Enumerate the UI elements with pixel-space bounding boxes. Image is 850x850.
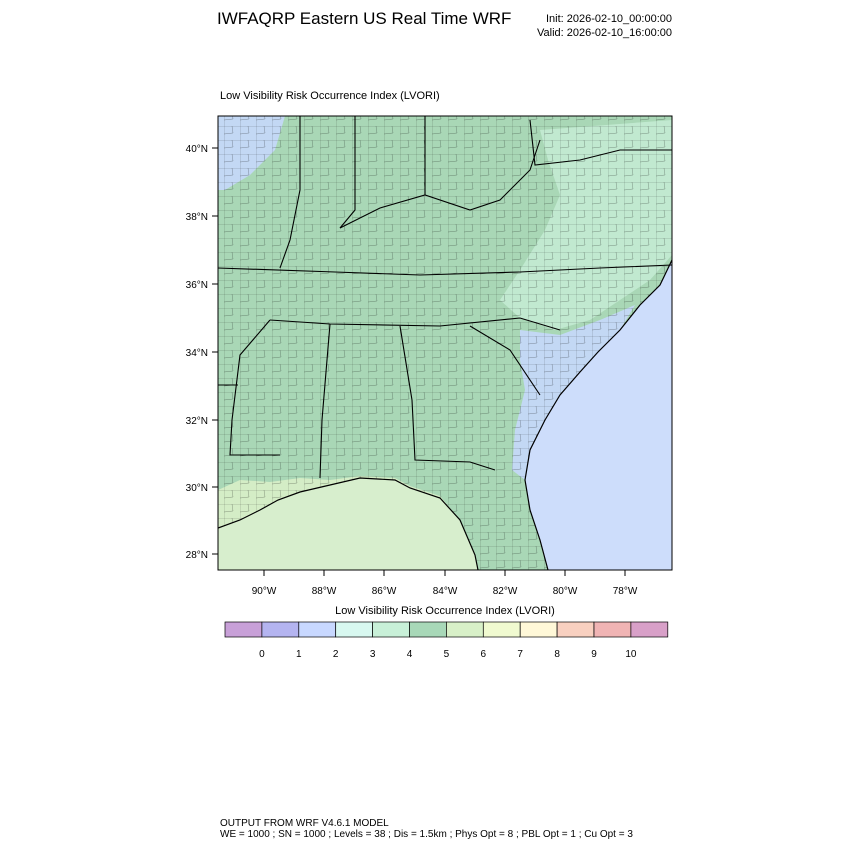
colorbar-label: 3 xyxy=(370,649,376,660)
colorbar-swatch xyxy=(446,621,484,638)
lat-label-30n: 30°N xyxy=(186,483,208,494)
colorbar-swatch xyxy=(335,621,373,638)
colorbar-swatch xyxy=(519,621,558,638)
colorbar-swatch xyxy=(372,621,410,638)
colorbar-title: Low Visibility Risk Occurrence Index (LV… xyxy=(335,605,555,617)
colorbar-label: 6 xyxy=(481,649,487,660)
colorbar-label: 10 xyxy=(625,649,637,660)
coastline xyxy=(218,259,672,570)
colorbar-label: 4 xyxy=(407,649,413,660)
state-boundaries xyxy=(218,116,672,479)
latitude-axis: 40°N 38°N 36°N 34°N 32°N 30°N 28°N xyxy=(186,144,218,561)
map-field xyxy=(218,116,672,570)
pa-border xyxy=(529,119,672,166)
init-time: Init: 2026-02-10_00:00:00 xyxy=(546,13,672,25)
ga-sc-border xyxy=(469,325,541,396)
colorbar-swatch xyxy=(224,621,263,638)
lon-label-84w: 84°W xyxy=(433,586,458,597)
ohio-river xyxy=(339,139,541,229)
colorbar-swatch xyxy=(556,621,595,638)
county-lines xyxy=(218,116,672,570)
gulf-coast-area xyxy=(218,476,478,570)
colorbar-label: 0 xyxy=(259,649,265,660)
footer-model-line: OUTPUT FROM WRF V4.6.1 MODEL xyxy=(220,818,389,829)
lat-label-32n: 32°N xyxy=(186,416,208,427)
lat-label-40n: 40°N xyxy=(186,144,208,155)
longitude-axis: 90°W 88°W 86°W 84°W 82°W 80°W 78°W xyxy=(252,570,638,597)
colorbar-label: 9 xyxy=(591,649,597,660)
colorbar-swatch xyxy=(261,621,300,638)
lat-label-38n: 38°N xyxy=(186,212,208,223)
colorbar-swatch xyxy=(630,621,669,638)
footer-config-line: WE = 1000 ; SN = 1000 ; Levels = 38 ; Di… xyxy=(220,829,633,840)
colorbar-label: 8 xyxy=(554,649,560,660)
lon-label-86w: 86°W xyxy=(372,586,397,597)
lon-label-90w: 90°W xyxy=(252,586,277,597)
colorbar-swatch xyxy=(298,621,337,638)
colorbar-label: 1 xyxy=(296,649,302,660)
lat-label-36n: 36°N xyxy=(186,280,208,291)
colorbar-swatch xyxy=(593,621,632,638)
lat-label-28n: 28°N xyxy=(186,550,208,561)
ms-west-border xyxy=(229,319,280,456)
il-in-border xyxy=(339,116,356,229)
ms-al-border xyxy=(319,323,331,479)
lon-label-78w: 78°W xyxy=(613,586,638,597)
colorbar-label: 5 xyxy=(444,649,450,660)
tn-south-border xyxy=(269,317,561,331)
colorbar-swatch xyxy=(482,621,521,638)
colorbar-label: 7 xyxy=(517,649,523,660)
il-west-border xyxy=(279,116,301,269)
colorbar-swatch xyxy=(409,621,447,638)
al-ga-border xyxy=(399,325,496,471)
colorbar-label: 2 xyxy=(333,649,339,660)
lon-label-80w: 80°W xyxy=(553,586,578,597)
main-title: IWFAQRP Eastern US Real Time WRF xyxy=(217,9,512,28)
valid-time: Valid: 2026-02-10_16:00:00 xyxy=(537,27,672,39)
lon-label-82w: 82°W xyxy=(493,586,518,597)
colorbar: 0 1 2 3 4 5 6 7 8 9 10 xyxy=(224,621,669,660)
panel-title: Low Visibility Risk Occurrence Index (LV… xyxy=(220,90,440,102)
tn-ky-border xyxy=(218,264,672,276)
lon-label-88w: 88°W xyxy=(312,586,337,597)
lat-label-34n: 34°N xyxy=(186,348,208,359)
